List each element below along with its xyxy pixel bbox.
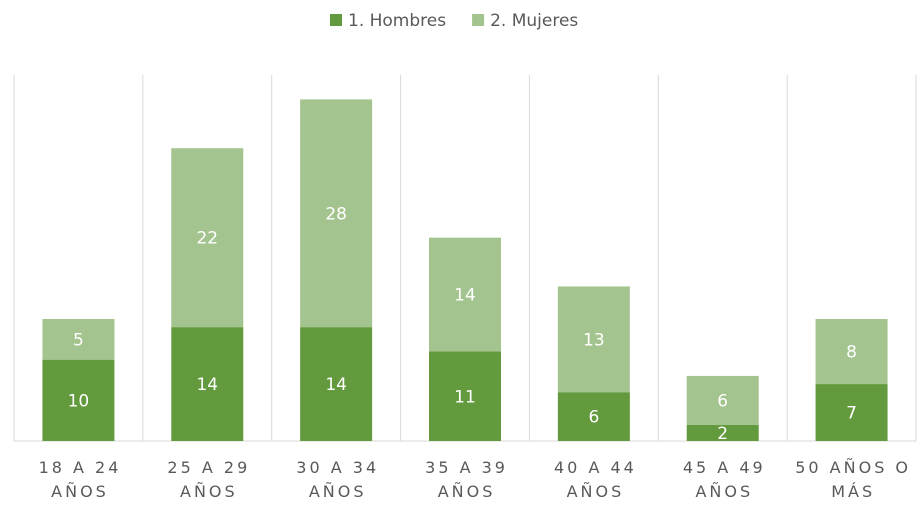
x-tick-label: 35 A 39 AÑOS [425, 458, 508, 501]
data-label: 14 [196, 375, 218, 395]
data-label: 5 [73, 330, 84, 350]
bar-segment [300, 327, 373, 441]
bar-segment [686, 375, 759, 425]
legend-swatch [472, 14, 485, 26]
x-tick-label: 30 A 34 AÑOS [296, 458, 380, 501]
legend-label: 2. Mujeres [490, 11, 578, 31]
data-label: 28 [325, 204, 347, 224]
data-label: 6 [717, 391, 728, 411]
bar-segment [429, 237, 501, 352]
x-tick-label: 18 A 24 AÑOS [38, 458, 122, 501]
bar-segment [557, 286, 630, 393]
bar-segment [300, 99, 373, 328]
bar-segment [557, 392, 630, 441]
bar-segment [815, 384, 888, 441]
data-label: 7 [846, 404, 857, 424]
data-label: 14 [454, 286, 476, 306]
x-tick-label: 50 AÑOS O MÁS [795, 458, 912, 501]
data-label: 11 [454, 387, 476, 407]
data-label: 14 [325, 375, 347, 395]
bar-segment [171, 148, 244, 328]
data-label: 13 [583, 330, 605, 350]
data-label: 2 [717, 424, 728, 444]
data-label: 22 [196, 229, 218, 249]
legend-label: 1. Hombres [348, 11, 446, 31]
data-label: 8 [846, 343, 857, 363]
legend-swatch [330, 14, 342, 26]
bar-segment [815, 319, 888, 385]
x-tick-label: 40 A 44 AÑOS [554, 458, 637, 501]
bar-segment [686, 424, 759, 441]
data-label: 10 [68, 391, 90, 411]
bar-segment [42, 359, 115, 441]
x-tick-label: 45 A 49 AÑOS [682, 458, 766, 501]
bar-segment [42, 319, 115, 360]
bar-segment [429, 351, 501, 441]
bar-segment [171, 327, 244, 441]
data-label: 6 [588, 408, 599, 428]
x-tick-label: 25 A 29 AÑOS [167, 458, 251, 501]
